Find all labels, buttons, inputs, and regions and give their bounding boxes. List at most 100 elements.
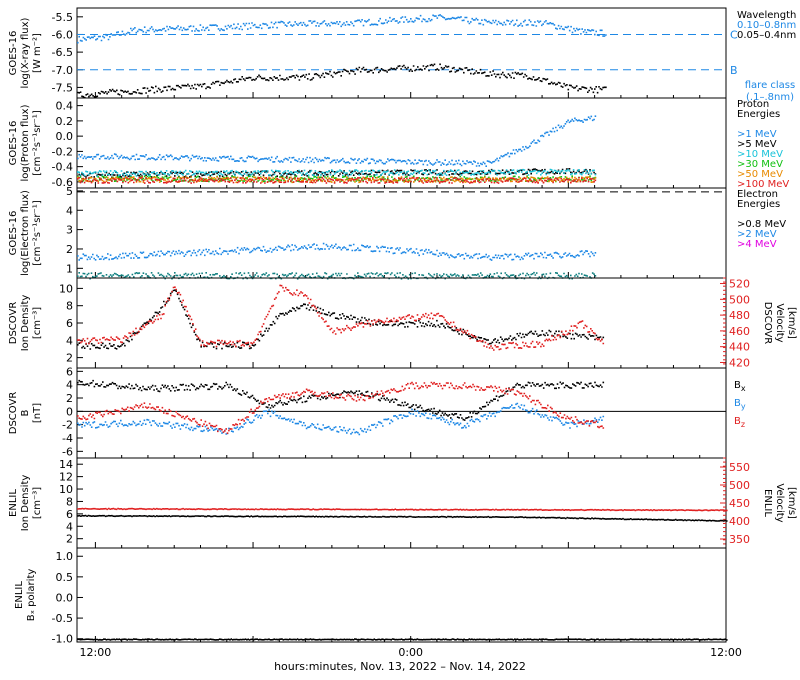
legend-2-5: >4 MeV — [737, 239, 777, 250]
panel-frame-0 — [76, 7, 727, 99]
ytick-label-6-4: -1.0 — [52, 633, 73, 646]
ytick-label-4-5: -4 — [62, 432, 73, 445]
panel-frame-2 — [76, 187, 727, 279]
flare-label-C: C — [730, 28, 738, 41]
legend-1-4: >5 MeV — [737, 139, 777, 150]
ylabel-4-0: DSCOVR — [8, 392, 19, 435]
y2label-3-1: Velocity — [774, 303, 785, 342]
series-0-1 — [77, 63, 607, 99]
series-6-0 — [77, 638, 728, 641]
ytick-label-1-5: -0.6 — [52, 176, 73, 189]
legend-1-6: >30 MeV — [737, 159, 783, 170]
ylabel-4-1: B — [20, 409, 31, 416]
y2tick-label-5-0: 550 — [729, 461, 750, 474]
ytick-label-5-6: 2 — [66, 533, 73, 546]
ytick-label-0-1: -6.0 — [52, 28, 73, 41]
legend-2-1: Energies — [737, 199, 780, 210]
y2tick-label-3-2: 480 — [729, 309, 750, 322]
ytick-label-3-0: 10 — [59, 282, 73, 295]
ytick-label-6-3: -0.5 — [52, 612, 73, 625]
series-1-1 — [77, 168, 597, 179]
ytick-label-5-5: 4 — [66, 520, 73, 533]
ylabel-6-1: Bₓ polarity — [26, 569, 37, 622]
y2label-3-0: DSCOVR — [762, 302, 773, 345]
ytick-label-2-1: 4 — [66, 204, 73, 217]
ytick-label-2-0: 5 — [66, 185, 73, 198]
ylabel-5-1: Ion Density — [20, 475, 31, 532]
legend-1-5: >10 MeV — [737, 149, 783, 160]
ylabel-1-1: log(Proton flux) — [20, 104, 31, 181]
legend-2-3: >0.8 MeV — [737, 219, 786, 230]
series-0-0 — [77, 14, 607, 44]
xtick-label-2: 12:00 — [710, 646, 742, 659]
flare-note-0: flare class — [745, 80, 795, 91]
ylabel-0-1: log(X-ray flux) — [20, 17, 31, 88]
series-5-0 — [77, 514, 728, 522]
ytick-label-0-4: -7.5 — [52, 81, 73, 94]
ylabel-3-0: DSCOVR — [8, 302, 19, 345]
legend-1-8: >100 MeV — [737, 179, 789, 190]
y2tick-label-3-1: 500 — [729, 293, 750, 306]
legend-4-2: Bz — [734, 416, 745, 429]
ylabel-0-2: [W m⁻²] — [32, 33, 43, 73]
series-5-1 — [77, 507, 728, 512]
ylabel-3-2: [cm⁻³] — [32, 307, 43, 339]
ytick-label-3-4: 2 — [66, 352, 73, 365]
ytick-label-4-4: -2 — [62, 419, 73, 432]
flare-label-B: B — [730, 64, 738, 77]
ylabel-6-0: ENLIL — [14, 581, 25, 609]
ytick-label-5-4: 6 — [66, 508, 73, 521]
ytick-label-1-2: 0.0 — [56, 130, 74, 143]
ylabel-0-0: GOES-16 — [8, 31, 19, 76]
series-1-5 — [77, 176, 597, 184]
ytick-label-1-3: -0.2 — [52, 145, 73, 158]
y2tick-label-5-3: 400 — [729, 515, 750, 528]
ytick-label-4-2: 2 — [66, 392, 73, 405]
ytick-label-4-6: -6 — [62, 445, 73, 458]
legend-1-0: Proton — [737, 99, 769, 110]
panel-frame-4 — [76, 367, 727, 459]
ytick-label-3-3: 4 — [66, 334, 73, 347]
series-1-2 — [77, 168, 597, 177]
ytick-label-0-2: -6.5 — [52, 46, 73, 59]
panel-frame-1 — [76, 97, 727, 189]
ytick-label-5-3: 8 — [66, 495, 73, 508]
y2tick-label-3-0: 520 — [729, 278, 750, 291]
legend-1-7: >50 MeV — [737, 169, 783, 180]
ytick-label-2-3: 2 — [66, 243, 73, 256]
ytick-label-4-0: 6 — [66, 365, 73, 378]
series-4-0 — [77, 379, 605, 421]
ytick-label-1-4: -0.4 — [52, 161, 73, 174]
legend-2-0: Electron — [737, 189, 778, 200]
y2label-5-0: ENLIL — [762, 489, 773, 517]
legend-2-4: >2 MeV — [737, 229, 777, 240]
y2tick-label-5-4: 350 — [729, 533, 750, 546]
y2label-5-2: [km/s] — [786, 487, 797, 519]
series-2-0 — [77, 242, 597, 261]
ytick-label-1-0: 0.4 — [56, 100, 74, 113]
xtick-label-0: 12:00 — [80, 646, 112, 659]
x-axis-caption: hours:minutes, Nov. 13, 2022 – Nov. 14, … — [274, 660, 526, 673]
ytick-label-5-0: 14 — [59, 458, 73, 471]
ytick-label-0-0: -5.5 — [52, 11, 73, 24]
ytick-label-3-2: 6 — [66, 317, 73, 330]
ylabel-5-2: [cm⁻³] — [32, 487, 43, 519]
y2tick-label-3-3: 460 — [729, 325, 750, 338]
ylabel-3-1: Ion Density — [20, 295, 31, 352]
ytick-label-5-2: 10 — [59, 483, 73, 496]
ytick-label-5-1: 12 — [59, 471, 73, 484]
legend-1-3: >1 MeV — [737, 129, 777, 140]
series-1-0 — [77, 115, 597, 167]
ytick-label-0-3: -7.0 — [52, 64, 73, 77]
ylabel-5-0: ENLIL — [8, 489, 19, 517]
panel-frame-5 — [76, 457, 727, 549]
panel-frame-6 — [76, 547, 727, 643]
y2tick-label-3-4: 440 — [729, 341, 750, 354]
flare-note-1: (.1–.8nm) — [746, 92, 794, 103]
y2tick-label-5-1: 500 — [729, 479, 750, 492]
ylabel-2-0: GOES-16 — [8, 211, 19, 256]
series-3-1 — [77, 284, 605, 351]
ytick-label-3-1: 8 — [66, 300, 73, 313]
legend-4-1: By — [734, 398, 746, 411]
